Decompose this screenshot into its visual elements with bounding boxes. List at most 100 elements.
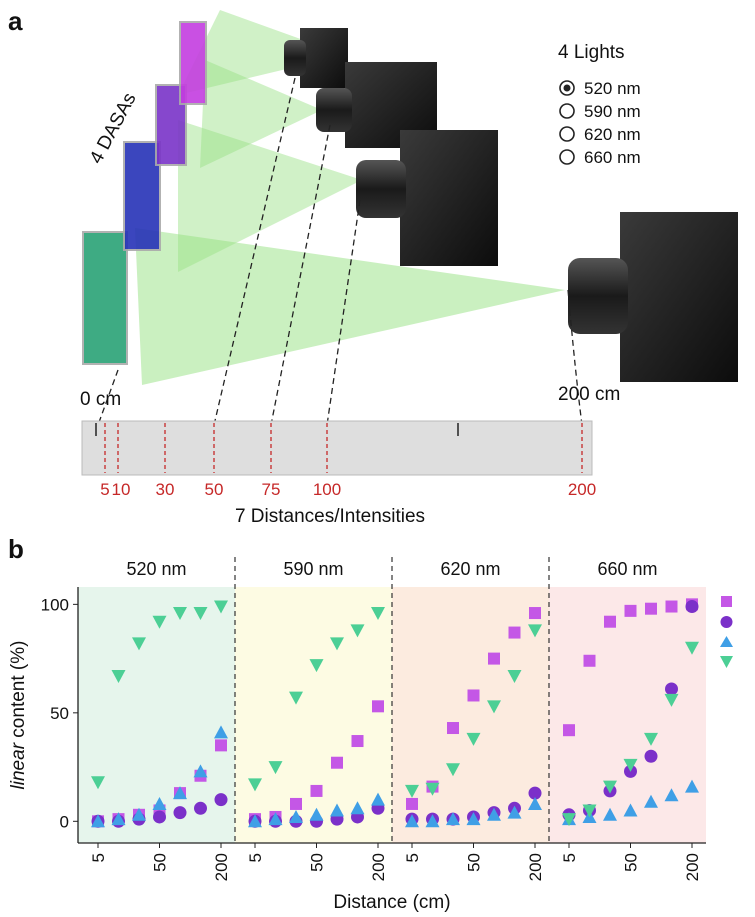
point (446, 763, 460, 777)
point (665, 600, 678, 613)
end-label: 200 cm (558, 384, 620, 405)
light-option: 620 nm (584, 125, 641, 144)
point (248, 778, 262, 792)
point (487, 700, 501, 714)
point (173, 786, 187, 800)
point (331, 756, 343, 769)
ruler-caption: 7 Distances/Intensities (235, 506, 425, 527)
point (309, 659, 324, 673)
point (603, 807, 617, 821)
y-tick-label: 100 (41, 595, 69, 614)
y-axis-label: linear content (%) (8, 641, 29, 790)
point (665, 682, 678, 696)
panel-background (235, 587, 392, 843)
ruler-mark: 30 (156, 480, 175, 499)
point (488, 652, 500, 665)
x-tick-label: 5 (246, 853, 265, 862)
panel-title: 620 nm (440, 559, 500, 579)
point (371, 607, 385, 621)
x-tick-label: 200 (683, 853, 702, 881)
ruler-mark: 5 (100, 480, 109, 499)
point (466, 812, 481, 826)
y-tick-label: 50 (50, 704, 69, 723)
point (350, 801, 365, 815)
point (406, 797, 418, 810)
point (111, 669, 126, 683)
point (405, 784, 419, 798)
point (371, 792, 385, 806)
light-option: 520 nm (584, 79, 641, 98)
point (664, 788, 679, 802)
point (583, 654, 596, 667)
point (624, 604, 637, 617)
point (425, 814, 440, 828)
point (664, 693, 679, 707)
x-tick-label: 200 (526, 853, 545, 881)
point (507, 805, 522, 819)
point (623, 803, 638, 817)
point (350, 624, 365, 638)
point (289, 691, 303, 705)
point (290, 797, 302, 810)
point (372, 700, 384, 713)
light-option: 590 nm (584, 102, 641, 121)
point (214, 725, 228, 739)
point (268, 812, 283, 826)
point (645, 602, 657, 615)
panel-title: 660 nm (597, 559, 657, 579)
point (214, 600, 228, 614)
point (173, 806, 187, 820)
x-tick-label: 5 (403, 853, 422, 862)
point (193, 764, 208, 778)
x-tick-label: 50 (622, 853, 641, 872)
point (132, 637, 146, 651)
ruler-mark: 50 (205, 480, 224, 499)
point (193, 607, 208, 621)
point (214, 793, 228, 807)
x-axis-label: Distance (cm) (333, 892, 450, 913)
panel-title: 590 nm (283, 559, 343, 579)
point (685, 779, 699, 793)
ruler-mark: 75 (262, 480, 281, 499)
panel-label: a (8, 6, 23, 36)
point (563, 724, 575, 737)
point (215, 739, 227, 752)
panel-label: b (8, 534, 24, 564)
point (309, 807, 324, 821)
point (644, 794, 658, 808)
legend (720, 596, 733, 668)
point (289, 809, 303, 823)
panel-background (549, 587, 706, 843)
point (173, 607, 187, 621)
point (467, 689, 480, 702)
x-tick-label: 200 (212, 853, 231, 881)
y-axis-label-italic: linear (8, 742, 29, 789)
panel-title: 520 nm (126, 559, 186, 579)
point (562, 813, 576, 827)
start-label: 0 cm (80, 389, 121, 410)
point (507, 669, 522, 683)
x-tick-label: 50 (308, 853, 327, 872)
y-tick-label: 0 (60, 812, 69, 831)
point (330, 803, 344, 817)
point (604, 615, 616, 628)
point (487, 807, 501, 821)
point (623, 758, 638, 772)
panel-background (78, 587, 235, 843)
lights-title: 4 Lights (558, 42, 625, 63)
y-axis-label-rest: content (%) (8, 641, 29, 738)
point (152, 796, 167, 810)
panel-background (392, 587, 549, 843)
point (644, 749, 658, 763)
point (132, 807, 146, 821)
point (425, 782, 440, 796)
x-tick-label: 5 (560, 853, 579, 862)
point (528, 796, 542, 810)
point (111, 812, 126, 826)
point (528, 624, 542, 638)
point (405, 814, 419, 828)
point (508, 626, 521, 639)
point (685, 600, 699, 614)
light-option: 660 nm (584, 148, 641, 167)
